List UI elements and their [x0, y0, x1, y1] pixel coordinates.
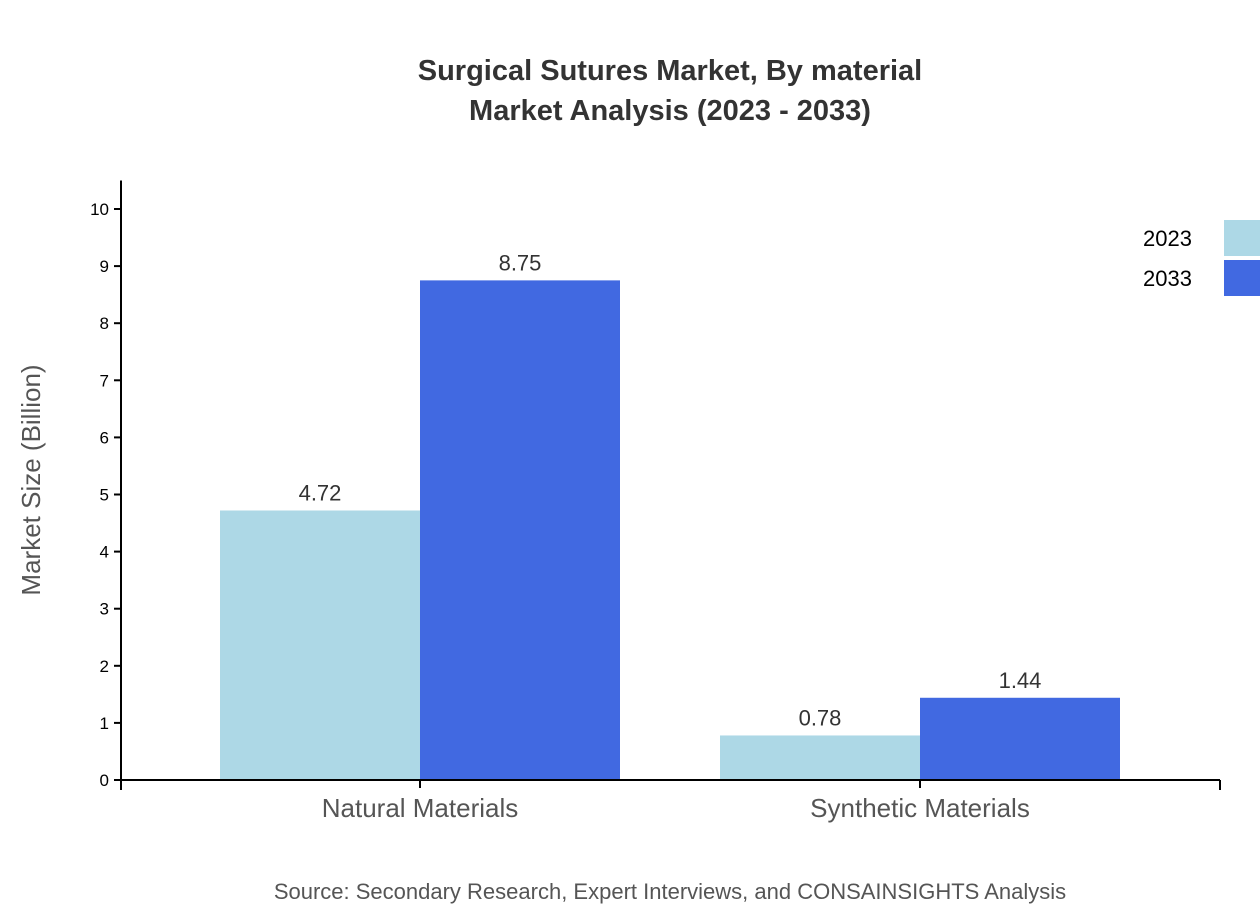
data-label: 0.78: [799, 705, 842, 730]
legend-label: 2023: [1143, 226, 1192, 251]
data-label: 1.44: [999, 668, 1042, 693]
bar-2023: [220, 510, 420, 780]
chart-title: Surgical Sutures Market, By material: [418, 55, 922, 87]
y-tick-label: 8: [100, 314, 109, 333]
y-tick-label: 4: [100, 543, 109, 562]
bar-2023: [720, 735, 920, 780]
y-axis-label: Market Size (Billion): [16, 364, 46, 595]
legend-label: 2033: [1143, 266, 1192, 291]
y-axis: 0 1 2 3 4 5 6 7 8 9 10: [90, 180, 122, 790]
legend-swatch: [1224, 220, 1260, 256]
source-note: Source: Secondary Research, Expert Inter…: [274, 879, 1066, 904]
legend-swatch: [1224, 260, 1260, 296]
x-tick-label: Synthetic Materials: [810, 793, 1030, 823]
bars: 4.72 8.75 0.78 1.44: [220, 250, 1120, 780]
y-tick-label: 10: [90, 200, 109, 219]
x-axis: Natural Materials Synthetic Materials: [120, 779, 1221, 823]
y-tick-label: 0: [100, 771, 109, 790]
bar-2033: [920, 697, 1120, 780]
y-tick-label: 3: [100, 600, 109, 619]
chart-subtitle: Market Analysis (2023 - 2033): [469, 95, 871, 127]
data-label: 8.75: [499, 250, 542, 275]
y-tick-label: 7: [100, 371, 109, 390]
x-tick-label: Natural Materials: [322, 793, 519, 823]
bar-2033: [420, 280, 620, 780]
y-tick-label: 5: [100, 486, 109, 505]
y-tick-label: 9: [100, 257, 109, 276]
y-tick-label: 2: [100, 657, 109, 676]
legend: 2023 2033: [1143, 220, 1260, 296]
y-tick-label: 1: [100, 714, 109, 733]
y-tick-label: 6: [100, 428, 109, 447]
data-label: 4.72: [299, 480, 342, 505]
